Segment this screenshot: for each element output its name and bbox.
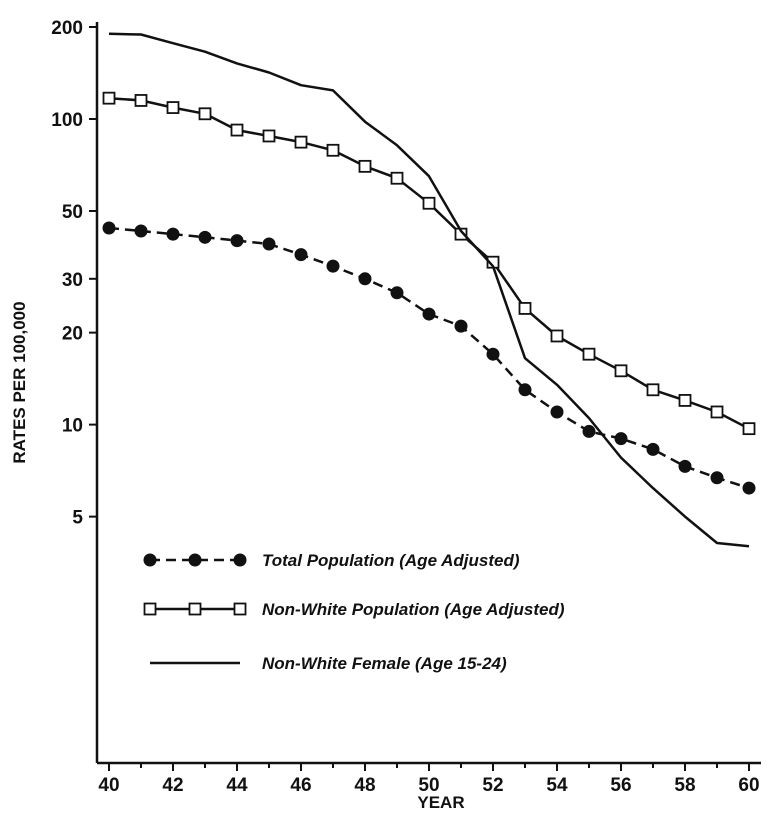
series-layer: [102, 32, 756, 548]
x-tick-label: 42: [162, 775, 183, 796]
x-tick-label: 46: [290, 775, 311, 796]
y-tick-label: 20: [62, 324, 83, 345]
x-tick-label: 48: [354, 775, 375, 796]
data-point: [710, 405, 724, 419]
series-1: [102, 221, 756, 495]
data-point: [358, 272, 372, 286]
legend: Total Population (Age Adjusted) Non-White…: [143, 551, 565, 673]
data-point: [582, 347, 596, 361]
data-point: [294, 135, 308, 149]
data-point: [230, 234, 244, 248]
data-point: [742, 481, 756, 495]
data-point: [294, 248, 308, 262]
data-point: [134, 94, 148, 107]
legend-item: Total Population (Age Adjusted): [143, 551, 520, 570]
data-point: [422, 307, 436, 321]
y-tick-label: 5: [72, 508, 83, 529]
x-tick-label: 50: [418, 775, 439, 796]
data-point: [518, 302, 532, 315]
x-tick-label: 58: [674, 775, 695, 796]
y-tick-label: 200: [51, 18, 83, 39]
series-2: [102, 91, 756, 436]
legend-label: Total Population (Age Adjusted): [262, 551, 520, 570]
legend-marker: [143, 602, 157, 616]
y-tick-label: 50: [62, 202, 83, 223]
data-point: [550, 405, 564, 419]
data-point: [358, 159, 372, 173]
tick-marks: 40 42 44 46 48 50 52 54 56 58 60 5 10 20 30 50 100 200: [51, 18, 759, 796]
data-point: [614, 432, 628, 446]
legend-marker: [233, 602, 247, 616]
data-point: [582, 424, 596, 438]
y-tick-label: 10: [62, 416, 83, 437]
legend-marker: [188, 553, 202, 567]
data-point: [198, 230, 212, 244]
x-axis-title: YEAR: [417, 793, 464, 812]
data-point: [390, 286, 404, 300]
data-point: [678, 459, 692, 473]
data-point: [486, 347, 500, 361]
data-point: [102, 91, 116, 105]
x-tick-label: 52: [482, 775, 503, 796]
data-point: [102, 221, 116, 235]
legend-item: Non-White Population (Age Adjusted): [143, 600, 565, 619]
data-point: [678, 394, 692, 407]
series-line: [108, 32, 750, 548]
data-point: [166, 101, 180, 114]
data-point: [518, 383, 532, 397]
data-point: [646, 442, 660, 456]
x-tick-label: 54: [546, 775, 568, 796]
series-3: [108, 32, 750, 548]
data-point: [614, 364, 628, 378]
legend-marker: [233, 553, 247, 567]
data-point: [262, 129, 276, 143]
y-axis-title: RATES PER 100,000: [10, 301, 29, 463]
data-point: [646, 383, 660, 397]
legend-marker: [188, 602, 202, 616]
data-point: [230, 123, 244, 137]
legend-label: Non-White Population (Age Adjusted): [262, 600, 565, 619]
y-tick-label: 100: [51, 110, 83, 131]
data-point: [742, 422, 756, 436]
data-point: [390, 171, 404, 185]
data-point: [326, 143, 340, 157]
data-point: [550, 329, 564, 343]
x-tick-label: 60: [738, 775, 759, 796]
data-point: [166, 227, 180, 241]
data-point: [262, 237, 276, 251]
legend-label: Non-White Female (Age 15-24): [262, 654, 507, 673]
data-point: [710, 471, 724, 485]
x-tick-label: 44: [226, 775, 248, 796]
data-point: [326, 259, 340, 273]
legend-marker: [143, 553, 157, 567]
series-line: [108, 96, 750, 430]
data-point: [198, 107, 212, 121]
y-tick-label: 30: [62, 270, 83, 291]
legend-item: Non-White Female (Age 15-24): [150, 654, 507, 673]
x-tick-label: 56: [610, 775, 631, 796]
data-point: [134, 224, 148, 238]
data-point: [422, 196, 436, 210]
data-point: [454, 319, 468, 333]
x-tick-label: 40: [98, 775, 119, 796]
